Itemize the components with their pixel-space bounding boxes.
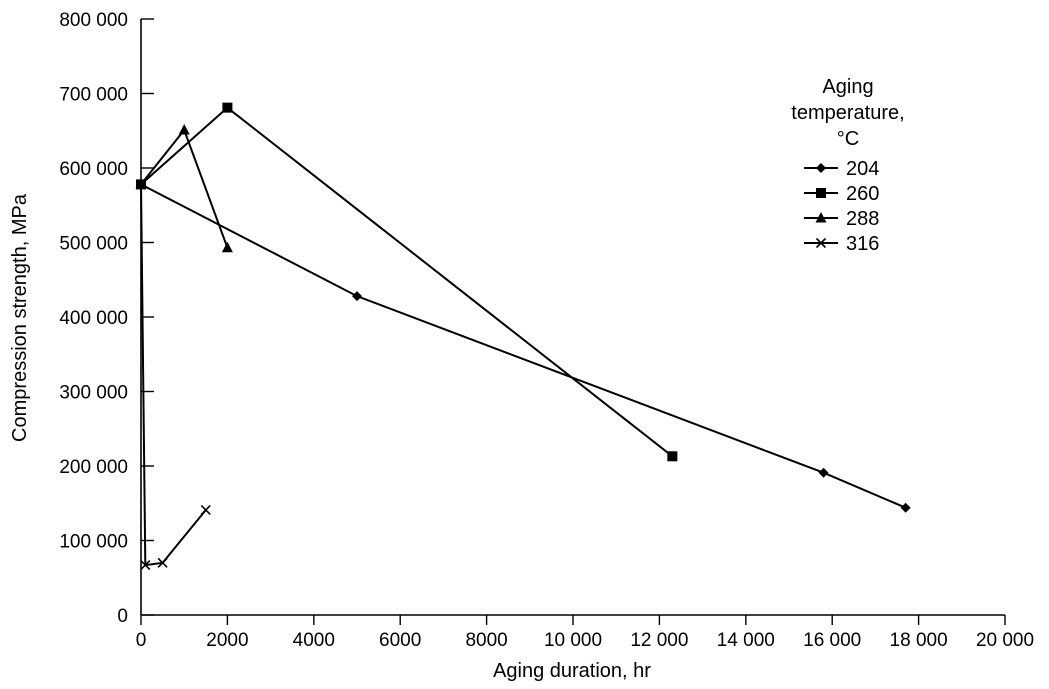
x-tick-label: 12 000 bbox=[630, 630, 688, 651]
data-point-260 bbox=[222, 102, 233, 113]
y-axis-ticks: 0 100 000 200 000 300 000 400 000 500 000 600 … bbox=[59, 10, 154, 627]
series-layer bbox=[135, 102, 911, 571]
x-tick-label: 0 bbox=[136, 630, 147, 651]
legend-label-316: 316 bbox=[846, 233, 879, 255]
y-tick-label: 300 000 bbox=[59, 383, 128, 404]
series-line-288 bbox=[140, 127, 229, 249]
x-tick-label: 16 000 bbox=[803, 630, 861, 651]
x-tick-label: 10 000 bbox=[544, 630, 602, 651]
series-204 bbox=[136, 179, 911, 513]
legend-marker-204 bbox=[816, 163, 826, 173]
series-260 bbox=[136, 102, 678, 462]
data-point-204 bbox=[818, 467, 829, 478]
series-line-204 bbox=[140, 183, 907, 509]
data-point-316 bbox=[135, 179, 147, 190]
y-tick-label: 700 000 bbox=[59, 85, 128, 106]
series-line-260 bbox=[140, 106, 673, 458]
x-tick-label: 8000 bbox=[465, 630, 507, 651]
x-tick-label: 2000 bbox=[206, 630, 248, 651]
y-tick-label: 500 000 bbox=[59, 234, 128, 255]
series-316 bbox=[135, 179, 211, 571]
y-axis-title: Compression strength, MPa bbox=[9, 193, 31, 442]
data-point-204 bbox=[900, 502, 911, 513]
y-tick-label: 800 000 bbox=[59, 10, 128, 31]
x-tick-label: 14 000 bbox=[717, 630, 775, 651]
data-point-288 bbox=[178, 124, 190, 135]
x-tick-label: 18 000 bbox=[890, 630, 948, 651]
data-point-204 bbox=[352, 291, 362, 302]
legend-label-288: 288 bbox=[846, 208, 879, 230]
x-tick-label: 20 000 bbox=[976, 630, 1034, 651]
y-tick-label: 600 000 bbox=[59, 159, 128, 180]
x-axis-title: Aging duration, hr bbox=[493, 660, 651, 682]
legend-label-260: 260 bbox=[846, 183, 879, 205]
x-tick-label: 6000 bbox=[379, 630, 421, 651]
y-tick-label: 400 000 bbox=[59, 308, 128, 329]
legend-marker-316 bbox=[815, 237, 827, 249]
data-point-316 bbox=[200, 504, 211, 516]
legend-label-204: 204 bbox=[846, 158, 879, 180]
legend-title-line-3: °C bbox=[837, 128, 859, 150]
x-tick-label: 4000 bbox=[293, 630, 335, 651]
legend-item-288: 288 bbox=[804, 208, 879, 230]
legend-title-line-1: Aging bbox=[822, 76, 873, 98]
legend-item-316: 316 bbox=[804, 233, 879, 255]
data-point-316 bbox=[157, 557, 168, 568]
legend-marker-260 bbox=[816, 188, 826, 198]
y-tick-label: 0 bbox=[117, 606, 128, 627]
data-point-288 bbox=[221, 241, 233, 253]
x-axis-ticks: 0 2000 4000 6000 8000 10 000 12 000 14 000 16 00… bbox=[136, 615, 1034, 651]
legend-item-204: 204 bbox=[804, 158, 879, 180]
data-point-316 bbox=[140, 560, 151, 571]
legend-title-line-2: temperature, bbox=[791, 102, 904, 124]
legend-marker-288 bbox=[815, 212, 827, 223]
y-tick-label: 200 000 bbox=[59, 457, 128, 478]
legend: Aging temperature, °C 204 260 288 316 bbox=[791, 76, 904, 255]
y-tick-label: 100 000 bbox=[59, 532, 128, 553]
legend-item-260: 260 bbox=[804, 183, 879, 205]
data-point-260 bbox=[667, 451, 678, 462]
series-line-316 bbox=[140, 184, 207, 567]
